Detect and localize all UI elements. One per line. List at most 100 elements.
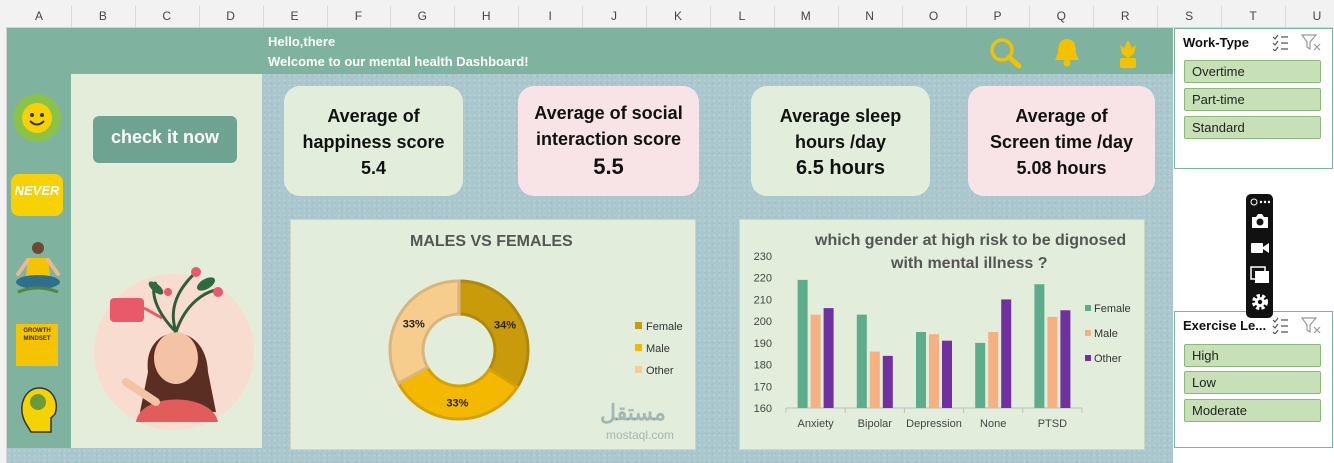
legend-label: Female (646, 321, 683, 333)
kpi-value: 5.4 (360, 158, 387, 178)
x-tick-label: PTSD (1038, 418, 1067, 430)
column-separator (198, 6, 200, 27)
kpi-card-screen-time: Average of Screen time /day 5.08 hours (968, 86, 1155, 196)
column-header-c[interactable]: C (162, 9, 172, 23)
kpi-value: 5.5 (593, 154, 624, 179)
column-header-p[interactable]: P (993, 9, 1002, 23)
legend-label: Other (646, 365, 674, 377)
more-options-icon[interactable] (1249, 197, 1270, 207)
bar-male-anxiety (810, 314, 821, 408)
slicer-option-standard[interactable]: Standard (1184, 116, 1321, 139)
bell-icon[interactable] (1052, 36, 1082, 68)
multi-select-icon[interactable] (1271, 316, 1289, 334)
legend-label: Male (1094, 328, 1118, 340)
column-header-a[interactable]: A (34, 9, 43, 23)
slicer-work-type[interactable]: Work-Type Overtime Part-time Standard (1174, 28, 1333, 169)
column-header-s[interactable]: S (1185, 9, 1194, 23)
column-header-t[interactable]: T (1249, 9, 1257, 23)
floating-capture-toolbar (1246, 194, 1273, 318)
risk-bar-chart-panel: which gender at high risk to be dignosed… (739, 219, 1145, 450)
bar-male-bipolar (869, 351, 880, 408)
growth-mindset-icon[interactable]: GROWTH MINDSET (16, 324, 58, 366)
column-header-q[interactable]: Q (1056, 9, 1066, 23)
kpi-title-line1: Average sleep (779, 106, 902, 126)
slicer-option-moderate[interactable]: Moderate (1184, 399, 1321, 422)
data-label: 33% (403, 318, 425, 330)
camera-icon[interactable] (1250, 212, 1270, 230)
chart-title-line1: which gender at high risk to be dignosed (815, 232, 1127, 249)
woman-watering-plant-illustration (94, 267, 254, 430)
legend-swatch (635, 322, 642, 329)
column-header-n[interactable]: N (865, 9, 874, 23)
bar-female-bipolar (856, 314, 867, 408)
meditation-icon[interactable] (12, 240, 64, 296)
column-separator (1285, 6, 1286, 27)
column-header-f[interactable]: F (354, 9, 363, 23)
kpi-card-social: Average of social interaction score 5.5 (518, 86, 699, 196)
column-separator (837, 6, 839, 27)
video-camera-icon[interactable] (1250, 240, 1270, 256)
column-separator (326, 6, 328, 27)
bar-other-ptsd (1060, 310, 1071, 408)
column-separator (709, 6, 711, 27)
y-tick-label: 230 (754, 251, 772, 263)
legend-label: Female (1094, 303, 1131, 315)
bar-female-none (975, 342, 986, 408)
slicer-option-overtime[interactable]: Overtime (1184, 60, 1321, 83)
clear-filter-icon[interactable] (1301, 316, 1321, 334)
search-icon[interactable] (988, 36, 1024, 70)
column-header-g[interactable]: G (417, 9, 427, 23)
chart-title-line2: with mental illness ? (891, 255, 1048, 272)
column-separator (70, 6, 72, 27)
slicer-title: Exercise Le... (1183, 318, 1267, 333)
column-header-r[interactable]: R (1120, 9, 1130, 23)
column-separator (390, 6, 392, 27)
column-header-j[interactable]: J (611, 9, 618, 23)
slicer-option-low[interactable]: Low (1184, 371, 1321, 394)
slicer-option-part-time[interactable]: Part-time (1184, 88, 1321, 111)
column-header-e[interactable]: E (290, 9, 299, 23)
y-tick-label: 200 (754, 316, 772, 328)
column-separator (1157, 6, 1159, 27)
window-capture-icon[interactable] (1250, 266, 1270, 284)
mind-head-icon[interactable] (17, 384, 59, 436)
kpi-title: Average of Screen time /day (968, 86, 1155, 155)
donut-slice-female (459, 281, 528, 387)
y-tick-label: 210 (754, 294, 772, 306)
column-header-b[interactable]: B (98, 9, 107, 23)
y-tick-label: 170 (754, 381, 772, 393)
column-header-d[interactable]: D (226, 9, 235, 23)
column-header-m[interactable]: M (800, 9, 811, 23)
settings-gear-icon[interactable] (1250, 292, 1270, 312)
column-header-l[interactable]: L (738, 9, 746, 23)
column-header-i[interactable]: I (548, 9, 552, 23)
column-header-h[interactable]: H (481, 9, 491, 23)
clear-filter-icon[interactable] (1301, 33, 1321, 51)
column-separator (1093, 6, 1095, 27)
legend-swatch (1085, 330, 1091, 336)
column-header-k[interactable]: K (673, 9, 682, 23)
column-separator (646, 6, 647, 27)
bar-female-ptsd (1034, 284, 1045, 408)
column-separator (518, 6, 520, 27)
kpi-card-happiness: Average of happiness score 5.4 (284, 86, 463, 196)
legend-label: Male (646, 343, 670, 355)
legend-swatch (1085, 355, 1091, 361)
check-it-now-button[interactable]: check it now (93, 116, 237, 163)
multi-select-icon[interactable] (1271, 33, 1289, 51)
x-tick-label: Bipolar (858, 418, 893, 430)
plant-icon[interactable] (1114, 36, 1142, 70)
slicer-exercise-level[interactable]: Exercise Le... High Low Moderate (1174, 311, 1333, 448)
bar-other-depression (942, 340, 952, 408)
bar-male-ptsd (1047, 316, 1058, 408)
x-tick-label: None (980, 418, 1006, 430)
happy-thoughts-icon[interactable] (11, 93, 63, 143)
bar-other-anxiety (823, 308, 834, 408)
legend-label: Other (1094, 353, 1122, 365)
greeting-text: Hello,there (268, 34, 336, 49)
column-header-o[interactable]: O (928, 9, 939, 23)
slicer-option-high[interactable]: High (1184, 344, 1321, 367)
column-header-u[interactable]: U (1312, 9, 1322, 23)
kpi-value: 5.08 hours (1016, 158, 1107, 178)
never-give-up-icon[interactable]: NEVER (11, 174, 63, 216)
